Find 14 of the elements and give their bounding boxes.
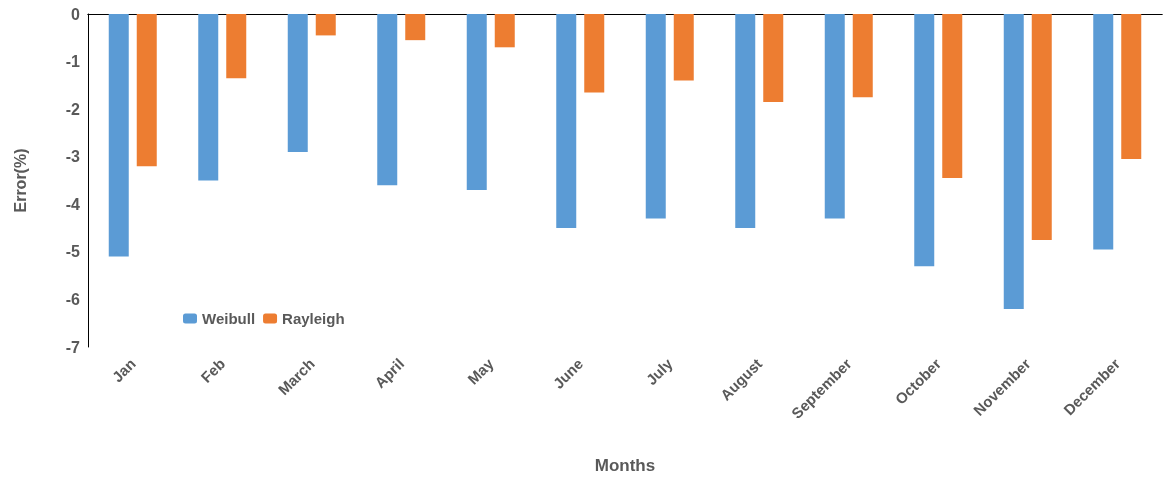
y-tick-label: -3 [65,148,81,166]
x-tick-label: Jan [108,354,139,386]
y-tick-label: 0 [71,5,81,23]
y-tick-label: -7 [65,338,81,356]
y-tick-label: -4 [65,195,81,213]
x-axis-title: Months [594,456,656,475]
x-tick-label: Feb [197,354,229,386]
legend-label: Rayleigh [282,310,345,327]
y-tick-label: -6 [65,290,81,308]
y-tick-label: -5 [65,243,81,261]
y-tick-label: -2 [65,100,81,118]
legend-label: Weibull [202,310,256,327]
y-tick-label: -1 [65,53,81,71]
y-axis-title: Error(%) [11,148,29,213]
